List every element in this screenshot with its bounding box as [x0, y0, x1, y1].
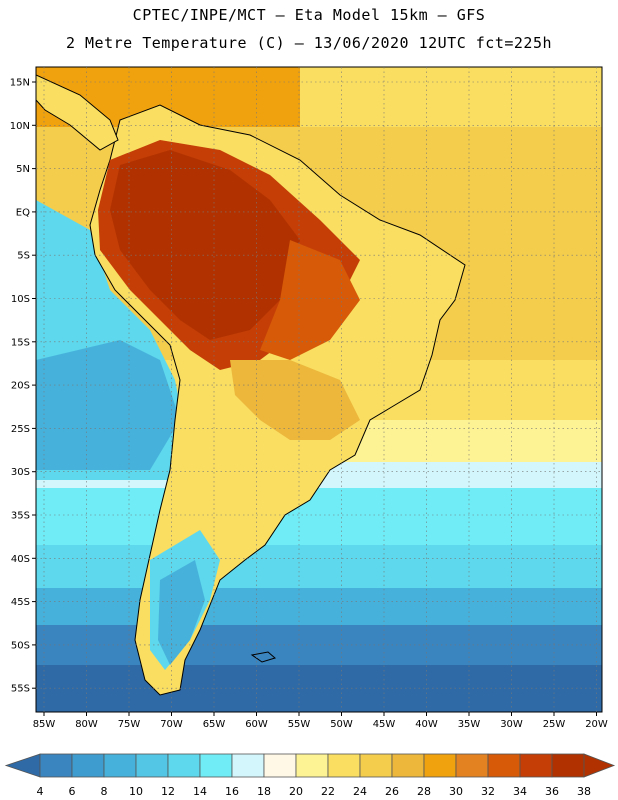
colorbar-label: 24 [353, 785, 367, 798]
lat-label: 10N [10, 121, 30, 132]
lon-label: 55W [288, 719, 311, 730]
longitude-labels: 85W 80W 75W 70W 65W 60W 55W 50W 45W 40W 35W 30W 25W 2… [33, 719, 608, 730]
colorbar-labels: 4 6 8 10 12 14 16 18 20 22 24 26 28 30 32 34 36 38 [37, 785, 592, 798]
lat-label: 40S [11, 554, 30, 565]
colorbar-swatch [135, 753, 169, 778]
lat-label: 35S [11, 511, 30, 522]
colorbar-label: 32 [481, 785, 495, 798]
lat-label: 30S [11, 467, 30, 478]
colorbar-label: 18 [257, 785, 271, 798]
colorbar-swatch [231, 753, 265, 778]
colorbar-swatch [455, 753, 489, 778]
colorbar-swatch [327, 753, 361, 778]
chart-title-line2: 2 Metre Temperature (C) – 13/06/2020 12U… [65, 34, 553, 52]
colorbar-max-arrow [583, 753, 616, 778]
chart-title-line1: CPTEC/INPE/MCT – Eta Model 15km – GFS [132, 6, 486, 24]
lon-label: 25W [543, 719, 566, 730]
colorbar-label: 26 [385, 785, 399, 798]
lon-label: 65W [203, 719, 226, 730]
colorbar-swatch [167, 753, 201, 778]
lat-label: EQ [16, 207, 30, 218]
lon-label: 35W [458, 719, 481, 730]
lon-label: 40W [415, 719, 438, 730]
colorbar-swatch [391, 753, 425, 778]
colorbar-label: 16 [225, 785, 239, 798]
colorbar-swatch [295, 753, 329, 778]
lat-label: 55S [11, 684, 30, 695]
lon-label: 80W [75, 719, 98, 730]
colorbar-label: 8 [101, 785, 108, 798]
lat-label: 15S [11, 337, 30, 348]
lat-label: 50S [11, 640, 30, 651]
lat-label: 5N [16, 164, 30, 175]
colorbar-label: 22 [321, 785, 335, 798]
colorbar-label: 34 [513, 785, 527, 798]
lon-label: 75W [118, 719, 141, 730]
lat-label: 15N [10, 78, 30, 89]
lon-label: 20W [585, 719, 608, 730]
lon-label: 70W [160, 719, 183, 730]
colorbar [4, 753, 616, 778]
lon-label: 85W [33, 719, 56, 730]
colorbar-swatch [39, 753, 73, 778]
map-frame [35, 66, 603, 713]
colorbar-swatch [487, 753, 521, 778]
colorbar-min-arrow [4, 753, 41, 778]
lat-label: 45S [11, 597, 30, 608]
colorbar-label: 38 [577, 785, 591, 798]
lat-label: 10S [11, 294, 30, 305]
colorbar-label: 6 [69, 785, 76, 798]
colorbar-swatch [71, 753, 105, 778]
colorbar-label: 10 [129, 785, 143, 798]
colorbar-swatch [199, 753, 233, 778]
lat-label: 20S [11, 381, 30, 392]
colorbar-swatch [359, 753, 393, 778]
colorbar-label: 30 [449, 785, 463, 798]
colorbar-swatch [519, 753, 553, 778]
lat-label: 5S [17, 251, 30, 262]
lon-label: 50W [330, 719, 353, 730]
lon-label: 30W [500, 719, 523, 730]
colorbar-label: 36 [545, 785, 559, 798]
colorbar-label: 12 [161, 785, 175, 798]
colorbar-label: 14 [193, 785, 207, 798]
lon-label: 60W [245, 719, 268, 730]
latitude-labels: 15N 10N 5N EQ 5S 10S 15S 20S 25S 30S 35S 40S 45S 50S 5… [10, 78, 30, 695]
map-plot-area [36, 67, 602, 712]
colorbar-label: 4 [37, 785, 44, 798]
map-gridlines [32, 67, 602, 716]
colorbar-swatch [263, 753, 297, 778]
colorbar-swatch [423, 753, 457, 778]
colorbar-swatch [551, 753, 585, 778]
colorbar-label: 20 [289, 785, 303, 798]
colorbar-swatch [103, 753, 137, 778]
lat-label: 25S [11, 424, 30, 435]
colorbar-label: 28 [417, 785, 431, 798]
lon-label: 45W [373, 719, 396, 730]
